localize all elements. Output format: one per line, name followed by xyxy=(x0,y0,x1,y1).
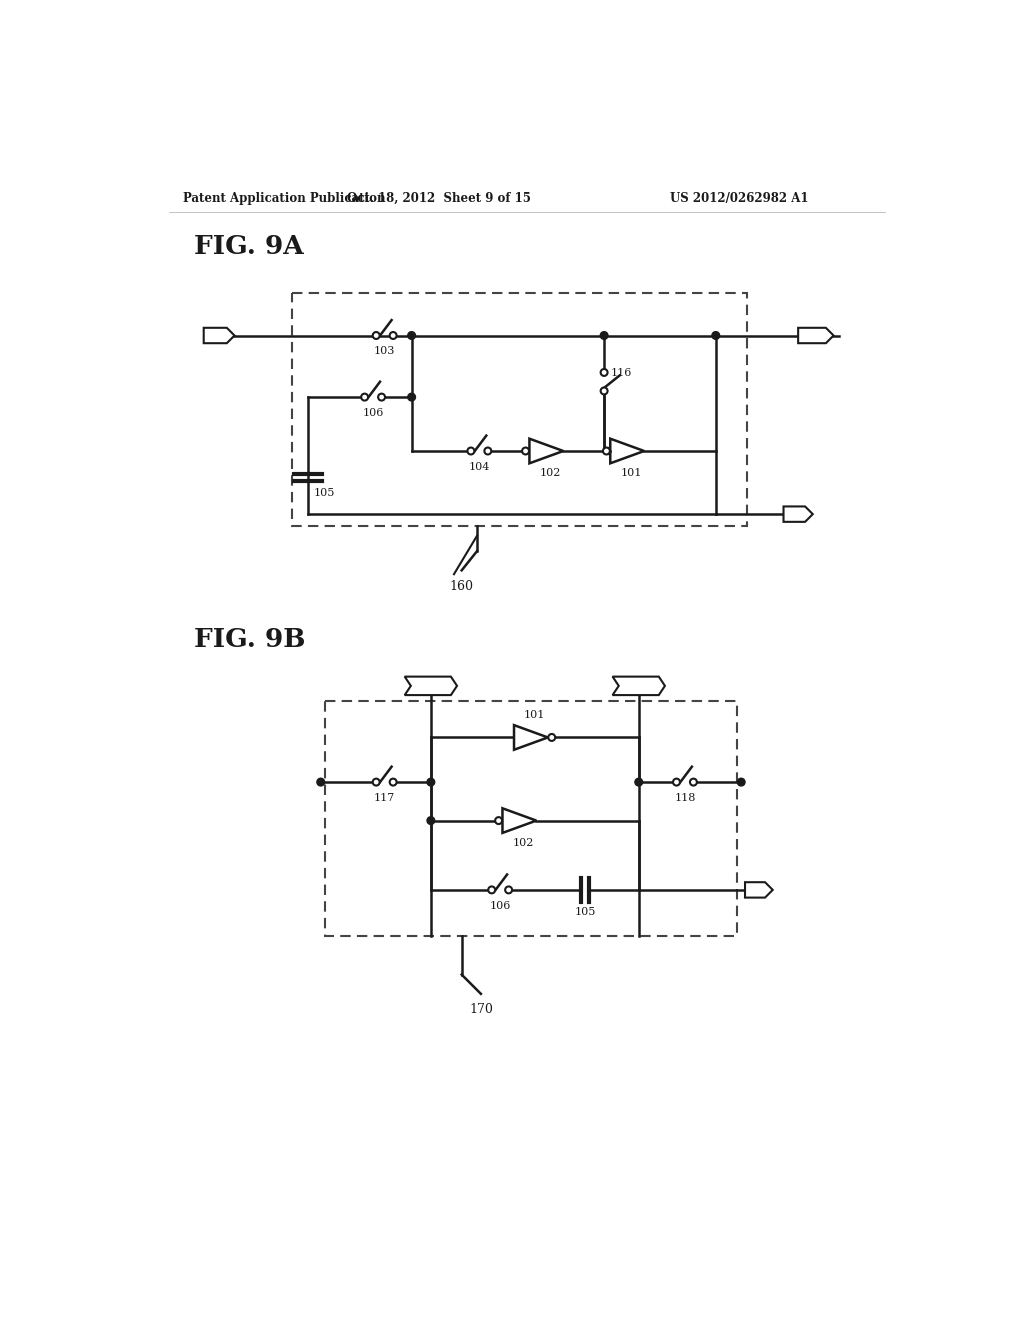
Circle shape xyxy=(601,388,607,395)
Polygon shape xyxy=(514,725,548,750)
Text: FIG. 9B: FIG. 9B xyxy=(194,627,305,652)
Text: DATA-: DATA- xyxy=(623,681,655,690)
Circle shape xyxy=(673,779,680,785)
Text: 106: 106 xyxy=(362,408,384,418)
Circle shape xyxy=(427,817,435,825)
Circle shape xyxy=(606,447,614,455)
Circle shape xyxy=(737,779,745,785)
Text: OUT: OUT xyxy=(802,330,827,341)
Circle shape xyxy=(690,779,697,785)
Circle shape xyxy=(635,779,643,785)
Text: 104: 104 xyxy=(469,462,490,471)
Text: Patent Application Publication: Patent Application Publication xyxy=(183,191,385,205)
Circle shape xyxy=(316,779,325,785)
Circle shape xyxy=(427,779,435,785)
Polygon shape xyxy=(798,327,834,343)
Text: DATA+: DATA+ xyxy=(412,681,450,690)
Polygon shape xyxy=(745,882,773,898)
Circle shape xyxy=(601,370,607,376)
Circle shape xyxy=(378,393,385,400)
Text: 102: 102 xyxy=(513,838,534,847)
Text: 118: 118 xyxy=(674,793,695,803)
Circle shape xyxy=(484,447,492,454)
Text: US 2012/0262982 A1: US 2012/0262982 A1 xyxy=(670,191,808,205)
Polygon shape xyxy=(204,327,234,343)
Text: 105: 105 xyxy=(313,488,335,499)
Text: 160: 160 xyxy=(450,581,474,594)
Circle shape xyxy=(467,447,474,454)
Text: 117: 117 xyxy=(374,793,395,803)
Circle shape xyxy=(361,393,368,400)
Text: Oct. 18, 2012  Sheet 9 of 15: Oct. 18, 2012 Sheet 9 of 15 xyxy=(346,191,530,205)
Text: IN: IN xyxy=(211,330,224,341)
Text: VE: VE xyxy=(750,884,765,895)
Polygon shape xyxy=(612,677,665,696)
Circle shape xyxy=(496,817,502,824)
Text: 170: 170 xyxy=(469,1003,493,1016)
Circle shape xyxy=(548,734,555,741)
Circle shape xyxy=(522,447,529,454)
Circle shape xyxy=(408,331,416,339)
Text: 105: 105 xyxy=(574,907,596,917)
Polygon shape xyxy=(610,438,644,463)
Text: 101: 101 xyxy=(524,710,546,721)
Circle shape xyxy=(390,779,396,785)
Circle shape xyxy=(373,333,380,339)
Circle shape xyxy=(390,333,396,339)
Circle shape xyxy=(373,779,380,785)
Polygon shape xyxy=(529,438,563,463)
Circle shape xyxy=(408,393,416,401)
Text: FIG. 9A: FIG. 9A xyxy=(194,235,303,260)
Polygon shape xyxy=(783,507,813,521)
Text: 101: 101 xyxy=(621,469,642,478)
Text: 116: 116 xyxy=(610,368,632,378)
Polygon shape xyxy=(503,808,537,833)
Circle shape xyxy=(603,447,610,454)
Circle shape xyxy=(505,887,512,894)
Polygon shape xyxy=(404,677,457,696)
Circle shape xyxy=(712,331,720,339)
Circle shape xyxy=(488,887,496,894)
Text: VE: VE xyxy=(788,510,805,519)
Text: 102: 102 xyxy=(540,469,561,478)
Text: 103: 103 xyxy=(374,346,395,356)
Circle shape xyxy=(600,331,608,339)
Text: 106: 106 xyxy=(489,900,511,911)
